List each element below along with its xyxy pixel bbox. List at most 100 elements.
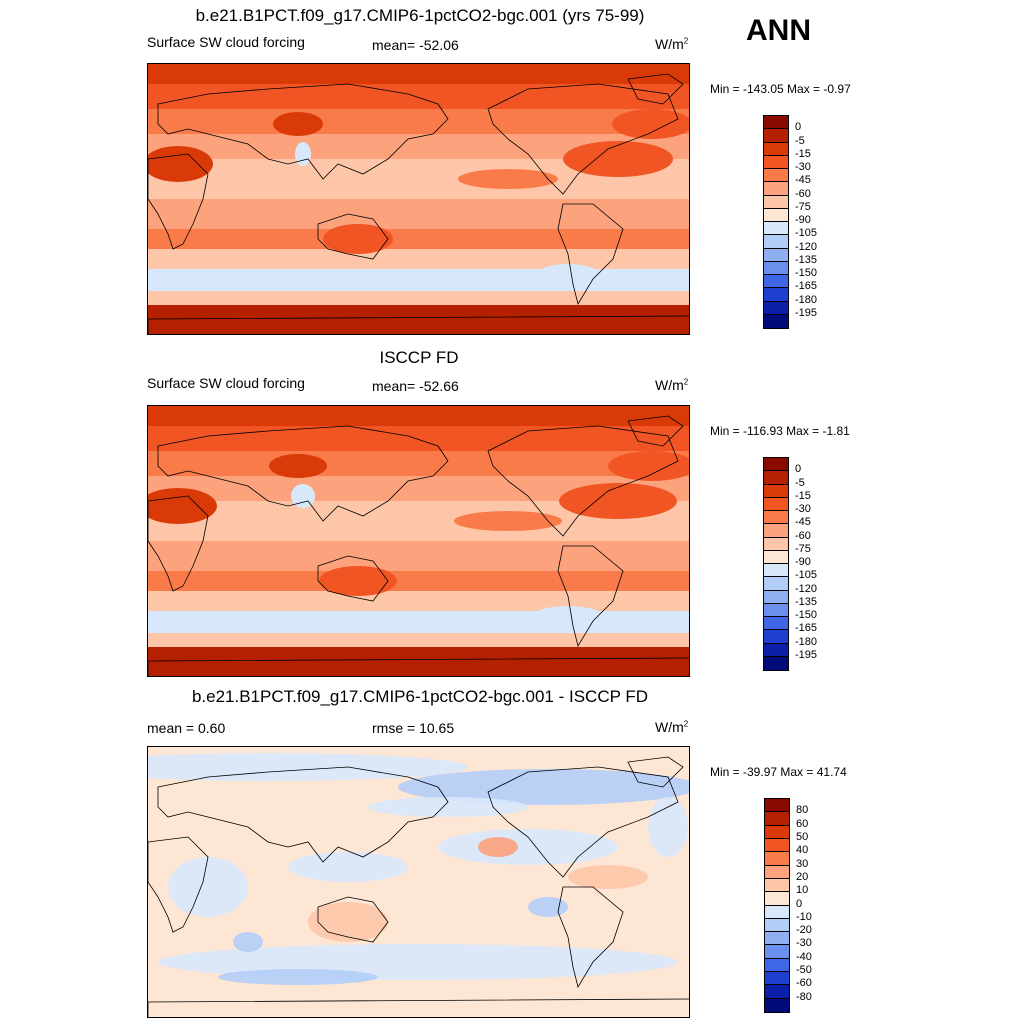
panel-1-minmax: Min = -143.05 Max = -0.97 (710, 82, 851, 96)
panel-2-variable-label: Surface SW cloud forcing (147, 375, 305, 391)
colorbar-tick-label: 50 (796, 830, 809, 843)
colorbar-swatch (764, 169, 788, 183)
coastline (317, 213, 389, 260)
colorbar-swatch (765, 892, 789, 906)
coastline (487, 425, 679, 537)
colorbar-swatch (765, 878, 789, 893)
colorbar-swatch (765, 799, 789, 813)
map-field (148, 406, 689, 676)
colorbar-tick-label: -90 (795, 556, 811, 568)
colorbar-swatch (764, 603, 788, 617)
colorbar-swatch (764, 129, 788, 143)
colorbar-swatch (764, 511, 788, 525)
panel-3-colorbar (764, 798, 790, 1013)
colorbar-tick-label: -20 (796, 924, 812, 937)
colorbar-tick-label: 20 (796, 870, 809, 883)
coastline (627, 415, 684, 447)
coastline (557, 886, 624, 989)
colorbar-swatch (764, 261, 788, 275)
colorbar-tick-label: -180 (795, 635, 818, 648)
colorbar-tick-label: -60 (796, 977, 812, 990)
colorbar-tick-label: -45 (795, 516, 811, 529)
colorbar-tick-label: -135 (795, 253, 818, 266)
colorbar-tick-label: -45 (795, 174, 811, 187)
colorbar-tick-label: -120 (795, 582, 818, 595)
colorbar-swatch (764, 484, 788, 498)
colorbar-tick-label: -195 (795, 648, 818, 661)
colorbar-swatch (764, 155, 788, 169)
coastline (627, 73, 684, 105)
colorbar-swatch (764, 643, 788, 657)
colorbar-swatch (765, 932, 789, 946)
coastline (317, 555, 389, 602)
colorbar-tick-label: -105 (795, 569, 818, 582)
coastline (557, 203, 624, 306)
colorbar-tick-label: -90 (795, 214, 811, 226)
map-field (148, 747, 689, 1017)
colorbar-swatch (764, 497, 788, 511)
colorbar-tick-label: -30 (795, 503, 811, 515)
colorbar-tick-label: -15 (795, 489, 811, 502)
colorbar-swatch (764, 195, 788, 209)
colorbar-swatch (764, 142, 788, 156)
colorbar-swatch (765, 838, 789, 853)
colorbar-swatch (764, 275, 788, 289)
panel-3-rmse-label: rmse = 10.65 (372, 720, 455, 736)
colorbar-tick-label: -10 (796, 910, 812, 923)
colorbar-swatch (764, 656, 788, 670)
colorbar-tick-label: 80 (796, 804, 809, 817)
panel-1-colorbar (763, 115, 789, 329)
coastline (148, 657, 689, 676)
panel-2-minmax: Min = -116.93 Max = -1.81 (710, 424, 850, 438)
coastline (148, 998, 689, 1017)
colorbar-swatch (764, 314, 788, 328)
colorbar-swatch (764, 458, 788, 472)
colorbar-swatch (765, 905, 789, 919)
coastline (148, 315, 689, 334)
colorbar-swatch (764, 288, 788, 302)
coastline (627, 756, 684, 788)
colorbar-tick-label: -150 (795, 267, 818, 279)
colorbar-tick-label: -80 (796, 990, 812, 1003)
colorbar-swatch (764, 537, 788, 551)
colorbar-swatch (764, 248, 788, 262)
colorbar-tick-label: -105 (795, 227, 818, 240)
panel-1-map (147, 63, 690, 335)
coastline (317, 896, 389, 943)
coastline (487, 766, 679, 878)
colorbar-swatch (765, 918, 789, 933)
coastline (148, 836, 209, 933)
colorbar-swatch (765, 958, 789, 973)
panel-3-units: W/m2 (655, 719, 689, 735)
colorbar-swatch (764, 235, 788, 249)
coastline (148, 153, 209, 250)
colorbar-tick-label: -40 (796, 950, 812, 963)
colorbar-tick-label: -5 (795, 476, 805, 489)
colorbar-tick-label: -135 (795, 595, 818, 608)
colorbar-swatch (765, 865, 789, 879)
coastline (557, 545, 624, 648)
panel-2-colorbar (763, 457, 789, 671)
colorbar-tick-label: -165 (795, 280, 818, 293)
colorbar-tick-label: 60 (796, 817, 809, 830)
colorbar-swatch (764, 116, 788, 130)
colorbar-tick-label: 40 (796, 844, 809, 857)
colorbar-tick-label: -165 (795, 622, 818, 635)
panel-3-mean-label: mean = 0.60 (147, 720, 226, 736)
colorbar-swatch (765, 825, 789, 839)
colorbar-swatch (764, 222, 788, 236)
colorbar-swatch (764, 617, 788, 631)
colorbar-tick-label: -120 (795, 240, 818, 253)
panel-2-map (147, 405, 690, 677)
colorbar-tick-label: -75 (795, 542, 811, 555)
coastline (157, 83, 449, 180)
panel-3-map (147, 746, 690, 1018)
panel-1-mean-label: mean= -52.06 (372, 37, 459, 53)
panel-2-mean-label: mean= -52.66 (372, 378, 459, 394)
colorbar-swatch (765, 852, 789, 866)
colorbar-tick-label: 0 (796, 897, 803, 910)
map-field (148, 64, 689, 334)
colorbar-swatch (765, 985, 789, 999)
colorbar-tick-label: -30 (795, 161, 811, 173)
colorbar-swatch (765, 998, 789, 1012)
